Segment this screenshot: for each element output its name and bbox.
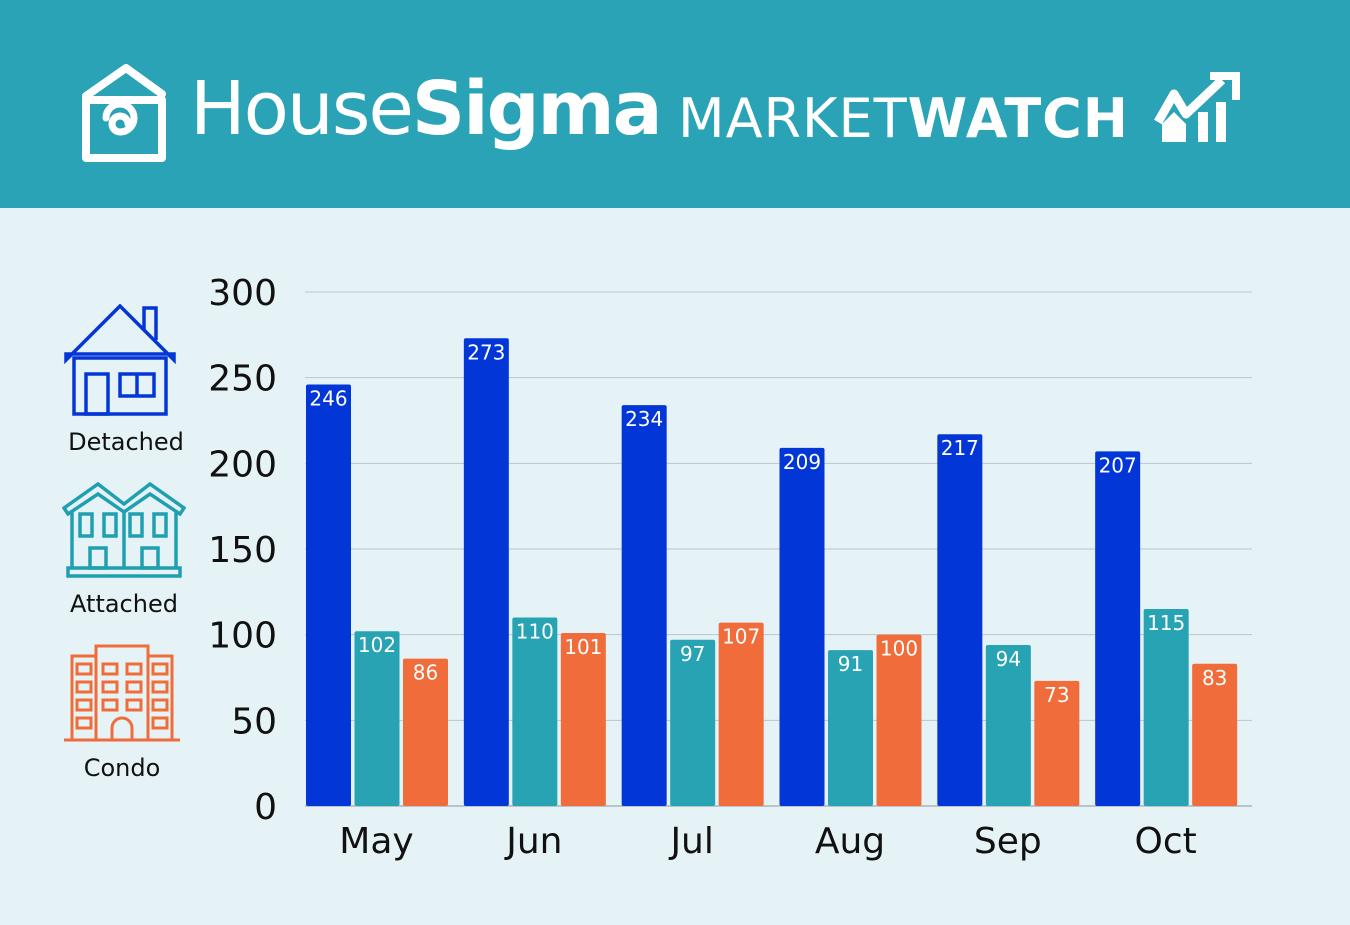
data-label: 102 [358,633,396,657]
bar-detached [779,447,825,806]
data-label: 246 [309,387,347,411]
bar-condo [1034,680,1080,806]
data-label: 207 [1099,453,1137,477]
brand-bold: Sigma [411,66,663,152]
data-label: 273 [467,340,505,364]
bar-detached [463,338,509,806]
data-label: 73 [1044,683,1069,707]
legend-label-attached: Attached [70,590,178,618]
data-label: 97 [680,642,705,666]
bar-condo [1192,663,1238,806]
x-tick-label: Jul [668,821,713,862]
header-banner: HouseSigma MARKETWATCH [0,0,1350,208]
data-label: 91 [838,652,863,676]
bar-condo [718,622,764,806]
bar-attached [985,644,1031,806]
brand-name: HouseSigma [190,72,663,146]
x-tick-label: May [339,821,413,862]
data-label: 86 [413,661,438,685]
market-trend-icon [1154,72,1240,142]
x-tick-label: Sep [974,821,1042,862]
bar-condo [560,632,606,806]
data-label: 83 [1202,666,1227,690]
bar-condo [403,658,448,806]
bar-attached [354,631,400,806]
bar-detached [621,405,667,806]
data-label: 100 [880,637,918,661]
y-tick-label: 300 [208,273,277,314]
townhouse-icon [62,482,186,578]
bar-attached [512,617,558,806]
bar-detached [937,434,983,806]
data-label: 94 [996,647,1021,671]
bar-condo [876,634,922,806]
condo-building-icon [64,644,180,742]
y-tick-label: 50 [231,701,277,742]
product-light: MARKET [678,87,908,150]
housesigma-logo-icon [82,64,166,162]
y-tick-label: 200 [208,444,277,485]
bar-detached [1095,451,1141,806]
y-tick-label: 150 [208,530,277,571]
legend-label-detached: Detached [68,428,184,456]
x-tick-label: Jun [504,821,562,862]
legend-label-condo: Condo [83,754,161,782]
product-bold: WATCH [907,87,1129,150]
bar-detached [306,384,351,806]
bar-attached [828,650,873,806]
data-label: 107 [722,625,760,649]
data-label: 101 [564,635,602,659]
data-label: 217 [941,436,979,460]
detached-house-icon [64,304,176,416]
product-name: MARKETWATCH [678,92,1129,146]
bar-attached [670,639,716,806]
x-tick-label: Aug [815,821,885,862]
data-label: 234 [625,407,663,431]
y-tick-label: 0 [254,787,277,828]
y-tick-label: 100 [208,616,277,657]
x-tick-label: Oct [1135,821,1197,862]
bar-attached [1143,608,1189,806]
data-label: 110 [516,620,554,644]
brand-light: House [190,66,414,152]
y-tick-label: 250 [208,359,277,400]
data-label: 115 [1147,611,1185,635]
data-label: 209 [783,450,821,474]
